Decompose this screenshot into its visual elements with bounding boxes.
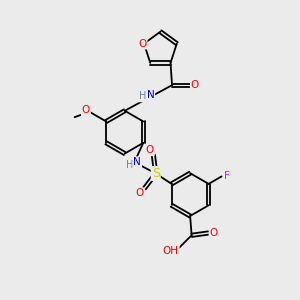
Text: O: O (135, 188, 143, 198)
Text: OH: OH (163, 246, 179, 256)
Text: S: S (152, 167, 160, 180)
Text: O: O (146, 145, 154, 155)
Text: N: N (147, 90, 154, 100)
Text: O: O (138, 39, 147, 49)
Text: N: N (134, 157, 141, 167)
Text: F: F (224, 172, 230, 182)
Text: O: O (209, 228, 218, 238)
Text: O: O (82, 105, 90, 115)
Text: O: O (191, 80, 199, 90)
Text: H: H (139, 92, 146, 101)
Text: H: H (126, 160, 134, 170)
